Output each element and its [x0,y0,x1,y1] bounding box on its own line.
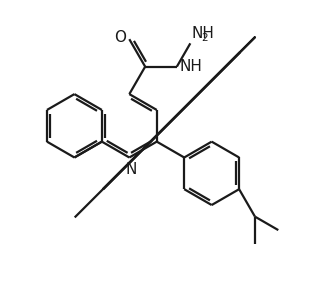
Text: O: O [114,30,126,45]
Text: NH: NH [192,26,215,41]
Text: NH: NH [180,59,202,74]
Text: N: N [125,162,137,177]
Text: 2: 2 [201,33,208,43]
